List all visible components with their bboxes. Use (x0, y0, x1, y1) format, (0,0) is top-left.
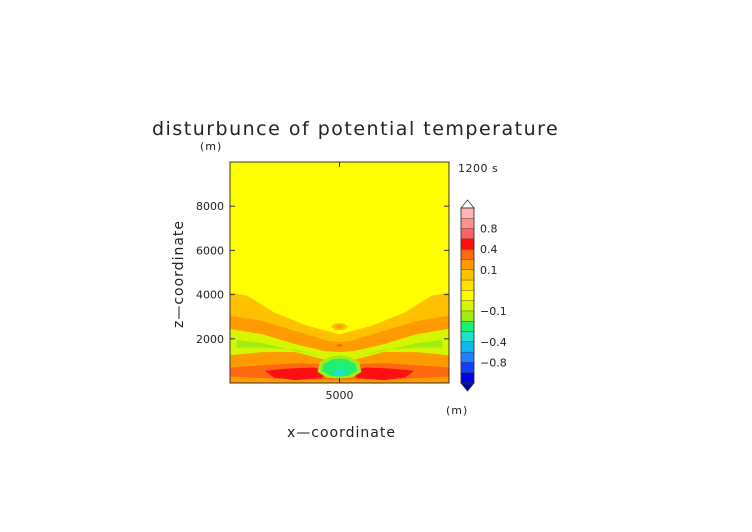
chart-title: disturbunce of potential temperature (152, 118, 559, 140)
colorbar-swatch (460, 321, 475, 333)
colorbar-swatch (460, 290, 475, 302)
colorbar-label: −0.8 (480, 356, 507, 369)
contour-region (230, 328, 449, 361)
colorbar-overflow-low (460, 382, 475, 392)
contour-region (265, 367, 329, 381)
y-tick-label: 8000 (196, 200, 224, 213)
colorbar-swatch (460, 248, 475, 260)
colorbar-frame (460, 207, 475, 384)
colorbar-label: 0.8 (480, 223, 498, 236)
colorbar-swatch (460, 228, 475, 240)
colorbar-swatch (460, 362, 475, 374)
colorbar-swatch (460, 310, 475, 322)
colorbar-overflow-high (460, 199, 475, 209)
colorbar-label: 0.4 (480, 243, 498, 256)
y-axis-label: z—coordinate (171, 220, 187, 328)
colorbar-swatch (460, 207, 475, 219)
contour-region (335, 343, 344, 348)
colorbar-swatch (460, 372, 475, 384)
colorbar-label: −0.4 (480, 336, 507, 349)
colorbar: 0.8 0.4 0.1 −0.1 −0.4 −0.8 (460, 199, 507, 392)
colorbar-swatch (460, 300, 475, 312)
colorbar-swatch (460, 331, 475, 343)
colorbar-label: −0.1 (480, 305, 507, 318)
contour-regions (230, 292, 449, 383)
contour-region (322, 358, 357, 377)
colorbar-swatch (460, 341, 475, 353)
contour-region (332, 369, 347, 376)
colorbar-swatch (460, 259, 475, 271)
colorbar-swatch (460, 351, 475, 363)
y-tick-label: 6000 (196, 244, 224, 257)
contour-region (334, 324, 345, 329)
x-axis-unit: (m) (446, 404, 468, 417)
colorbar-swatch (460, 269, 475, 281)
time-label: 1200 s (458, 162, 498, 175)
colorbar-swatch (460, 279, 475, 291)
plot-area: 5000 2000 4000 6000 8000 (196, 161, 450, 402)
contour-region (350, 367, 414, 381)
y-axis-unit: (m) (200, 140, 222, 153)
y-tick-label: 4000 (196, 289, 224, 302)
y-tick-label: 2000 (196, 333, 224, 346)
x-tick-label: 5000 (326, 389, 354, 402)
colorbar-label: 0.1 (480, 264, 498, 277)
x-axis-label: x—coordinate (287, 425, 396, 441)
colorbar-swatch (460, 238, 475, 250)
colorbar-swatch (460, 218, 475, 230)
axis-ticks: 5000 2000 4000 6000 8000 (196, 162, 449, 402)
